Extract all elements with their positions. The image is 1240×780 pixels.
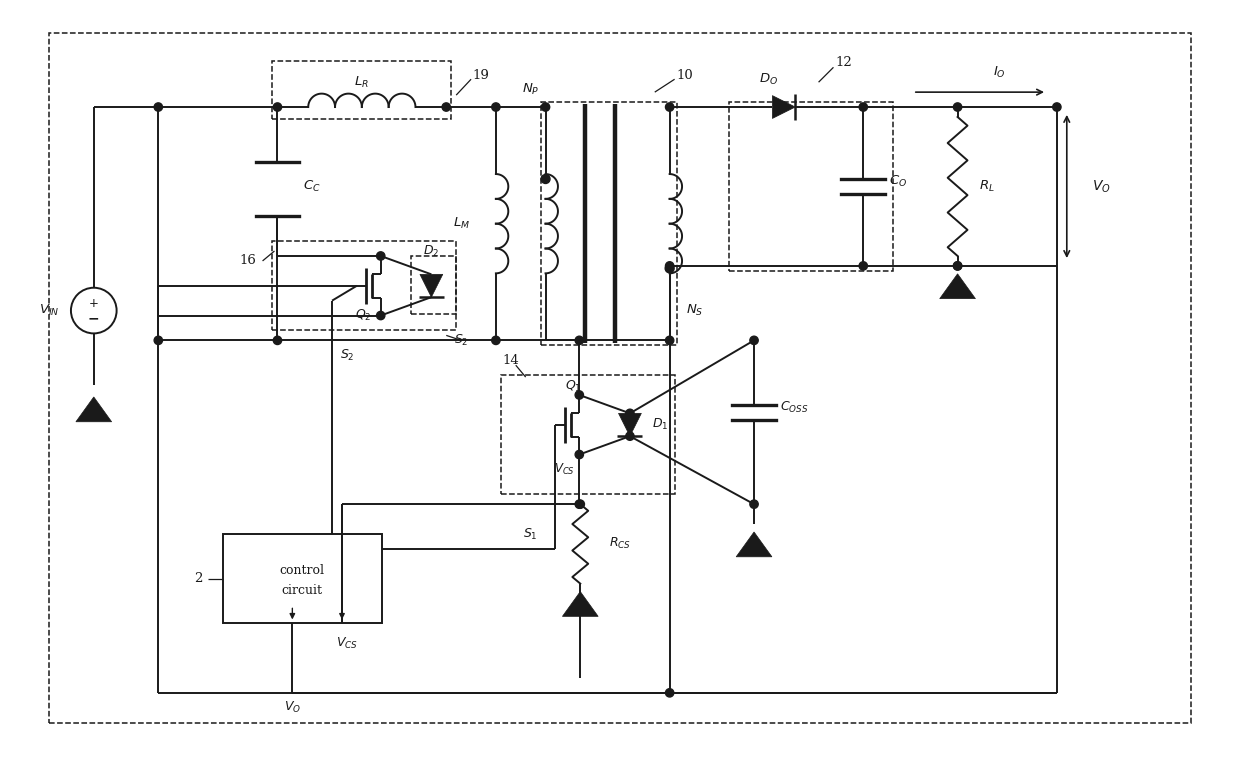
Polygon shape [773,96,795,119]
Text: $I_O$: $I_O$ [993,65,1006,80]
Text: $D_1$: $D_1$ [651,417,668,432]
Text: $V_{CS}$: $V_{CS}$ [554,462,575,477]
Text: $C_O$: $C_O$ [889,174,908,189]
Polygon shape [940,274,976,299]
Polygon shape [420,275,443,297]
Circle shape [443,103,450,112]
Text: $N_P$: $N_P$ [522,82,539,97]
Circle shape [859,262,868,270]
Text: $V_{IN}$: $V_{IN}$ [38,303,60,318]
Circle shape [377,252,384,261]
Circle shape [492,336,500,345]
Text: 2: 2 [193,573,202,585]
Text: $V_{CS}$: $V_{CS}$ [336,636,358,651]
Circle shape [541,175,551,183]
Bar [273,241,456,331]
Text: $Q_1$: $Q_1$ [565,379,582,394]
Circle shape [954,262,962,270]
Circle shape [1053,103,1061,112]
Circle shape [154,336,162,345]
Polygon shape [76,397,112,422]
Text: $C_{OSS}$: $C_{OSS}$ [780,400,808,415]
Bar [50,33,1190,722]
Text: $L_M$: $L_M$ [453,216,470,231]
Text: $S_1$: $S_1$ [523,526,538,541]
Text: $V_O$: $V_O$ [284,700,301,715]
Circle shape [750,336,758,345]
Bar [501,375,675,495]
Bar [412,256,456,314]
Circle shape [154,103,162,112]
Text: $S_2$: $S_2$ [454,333,469,348]
Polygon shape [619,413,641,436]
Text: $R_{CS}$: $R_{CS}$ [609,537,631,551]
Circle shape [377,311,384,320]
Text: control: control [280,564,325,577]
Circle shape [273,103,281,112]
Text: $L_R$: $L_R$ [355,75,370,90]
Text: +: + [89,297,99,310]
Circle shape [666,103,673,112]
Circle shape [575,336,584,345]
Circle shape [859,103,868,112]
Text: $C_C$: $C_C$ [304,179,321,193]
Text: 16: 16 [239,254,257,268]
Circle shape [666,336,673,345]
Circle shape [575,450,584,459]
Text: 14: 14 [502,353,520,367]
Polygon shape [563,591,598,616]
Text: $S_2$: $S_2$ [340,348,355,363]
Circle shape [666,689,673,697]
Circle shape [577,500,584,509]
Polygon shape [737,532,773,557]
Text: $D_O$: $D_O$ [759,72,779,87]
Text: 19: 19 [472,69,490,82]
Circle shape [750,500,758,509]
Circle shape [492,103,500,112]
Circle shape [954,103,962,112]
Text: $V_O$: $V_O$ [1092,179,1111,195]
Circle shape [273,336,281,345]
Circle shape [666,262,673,270]
Text: $R_L$: $R_L$ [980,179,996,194]
Circle shape [626,410,634,417]
Text: $D_2$: $D_2$ [423,243,439,258]
Circle shape [954,262,962,270]
Text: 12: 12 [835,56,852,69]
Circle shape [665,264,675,273]
Bar [223,534,382,623]
Bar [729,102,893,271]
Circle shape [626,432,634,441]
Text: 10: 10 [676,69,693,82]
Text: circuit: circuit [281,584,322,597]
Circle shape [575,391,584,399]
Circle shape [542,103,549,112]
Text: $Q_2$: $Q_2$ [355,308,371,323]
Bar [273,62,451,119]
Text: $N_S$: $N_S$ [686,303,703,318]
Bar [541,102,677,346]
Text: −: − [88,311,99,325]
Circle shape [575,500,584,509]
